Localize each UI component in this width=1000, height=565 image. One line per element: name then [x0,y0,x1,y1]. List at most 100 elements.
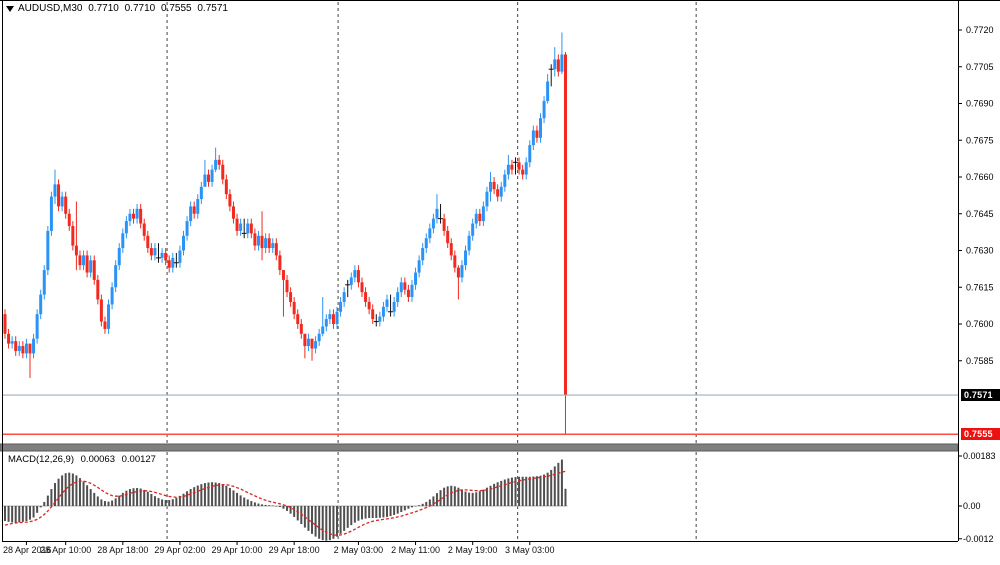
macd-histogram-bar [257,503,260,506]
macd-histogram-bar [471,492,474,506]
macd-histogram-bar [264,504,267,506]
macd-histogram-bar [496,482,499,506]
macd-histogram-bar [193,487,196,506]
macd-histogram-bar [232,490,235,506]
candle-body [121,233,125,249]
candle-body [210,169,214,182]
candle-body [378,316,382,322]
candle-body [496,189,500,197]
macd-histogram-bar [485,487,488,506]
candle-body [289,292,293,302]
candle-body [521,169,525,175]
time-axis-label: 2 May 03:00 [334,545,384,555]
time-axis-label: 2 May 11:00 [391,545,440,555]
collapse-triangle-icon[interactable] [6,5,14,12]
macd-histogram-bar [553,466,556,506]
candle-body [342,292,346,302]
price-axis-label: 0.7645 [966,209,994,219]
candle-body [539,118,542,138]
macd-histogram-bar [78,478,81,506]
candle-body [114,265,118,288]
macd-histogram-bar [450,485,453,506]
day-separators-layer [166,2,697,541]
macd-histogram-bar [514,477,517,506]
macd-histogram-bar [196,485,199,506]
candle-body [506,164,510,175]
candle-body [21,346,25,354]
macd-histogram-bar [425,501,428,506]
macd-histogram-bar [228,487,231,506]
candle-body [360,282,364,293]
macd-histogram-bar [250,501,253,506]
candle-body [253,233,257,246]
macd-histogram-bar [393,506,396,516]
macd-histogram-bar [161,499,164,506]
macd-histogram-bar [396,506,399,514]
macd-histogram-bar [336,506,339,537]
candle-body [67,213,71,226]
candle-body [410,284,414,298]
macd-histogram-bar [96,496,99,506]
macd-histogram-bar [361,506,363,520]
price-axis-label: 0.7675 [966,135,994,145]
candle-body [489,181,493,192]
macd-histogram-bar [343,506,346,531]
candle-body [353,270,357,278]
candle-body [64,196,68,214]
candle-body [14,341,18,351]
macd-histogram-bar [153,496,156,506]
macd-histogram-bar [557,462,560,506]
candle-body [42,270,46,295]
candle-body [164,252,168,261]
candle-body [117,248,121,266]
candle-body [464,250,468,266]
macd-histogram-bar [464,491,467,506]
candle-body [135,208,139,219]
candle-body [449,243,453,256]
macd-histogram-bar [57,478,60,506]
time-axis-label: 29 Apr 02:00 [154,545,205,555]
macd-histogram-bar [236,492,239,506]
candle-body [214,159,218,170]
candle-body [553,59,557,70]
macd-histogram-bar [364,506,367,519]
candle-body [428,228,432,239]
candle-body [53,184,57,197]
candle-body [110,287,114,305]
candle-body [299,324,303,334]
macd-histogram-bar [432,496,435,506]
candle-body [153,248,157,256]
symbol-label: AUDUSD,M30 [18,3,83,14]
candle-body [467,235,471,251]
candle-body [414,272,418,285]
macd-histogram-bar [500,480,503,506]
candle-body [417,260,421,273]
time-axis-label: 29 Apr 18:00 [269,545,320,555]
price-axis-label: 0.7720 [966,25,994,35]
candle-body [517,162,521,170]
candle-body [206,174,210,182]
candle-body [292,301,296,315]
candle-body [328,314,332,320]
macd-histogram-bar [378,506,381,518]
candle-body [356,270,360,283]
candle-body [256,235,260,246]
macd-histogram-bar [539,475,542,506]
macd-histogram-bar [357,506,360,521]
macd-histogram-bar [278,506,281,508]
macd-histogram-bar [543,474,546,506]
candle-body [39,294,43,315]
candle-body [367,301,371,310]
macd-histogram-bar [25,506,28,522]
macd-histogram-bar [93,492,96,506]
candle-body [421,248,425,261]
candle-body [3,314,7,334]
candle-body [317,333,321,342]
macd-histogram-bar [50,489,53,506]
time-axis-label: 28 Apr 10:00 [40,545,91,555]
candle-body [560,54,564,72]
candle-body [314,341,318,349]
macd-axis-label: 0.00 [963,501,981,511]
macd-histogram-bar [268,505,271,506]
